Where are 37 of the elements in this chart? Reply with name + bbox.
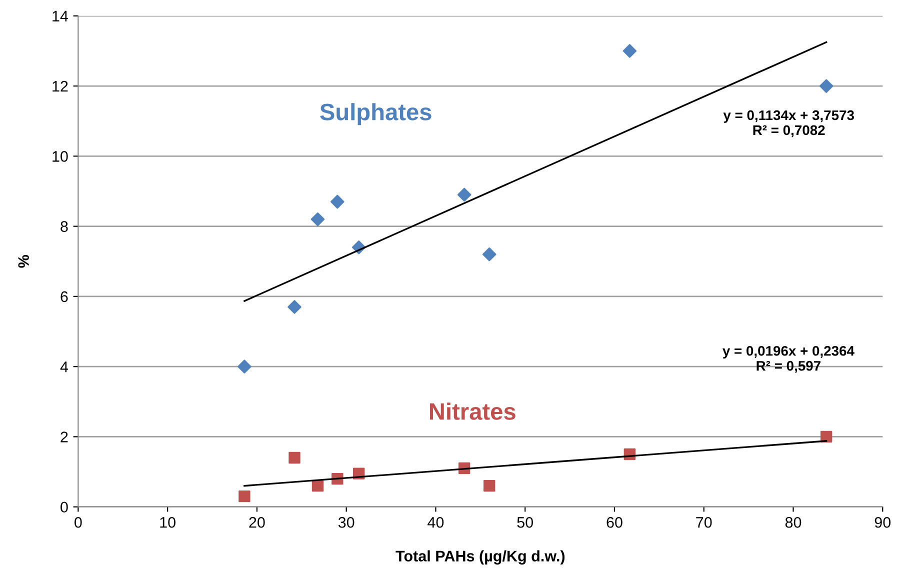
y-tick-label: 4 [60,362,68,372]
x-tick-label: 60 [606,516,622,528]
x-tick-label: 10 [160,516,176,528]
text: Nitrates [430,402,516,420]
y-tick-label: 6 [60,291,68,302]
point [238,490,250,502]
point [310,212,325,226]
x-tick-label: 20 [249,516,265,528]
x-tick-label: 90 [874,516,891,528]
y-tick-label: 0 [60,502,68,513]
point [288,300,302,314]
point [238,360,252,374]
x-tick-label: 30 [338,516,354,528]
x-tick-label: 0 [74,516,82,528]
x-axis-title: Total PAHs (µg/Kg d.w.) [396,550,565,565]
y-tick-label: 12 [52,80,68,92]
y-axis-title: % [18,254,29,268]
point [312,480,324,492]
point [330,194,344,209]
point [482,247,496,262]
y-tick-label: 2 [60,432,68,442]
point [484,480,496,492]
x-tick-label: 40 [428,516,444,528]
point [622,44,637,58]
y-tick-label: 8 [60,221,68,232]
text: Sulphates [320,103,432,126]
annotation: y = 0,0196x + 0,2364 R² = 0,597 [722,346,854,373]
point [457,188,472,202]
y-tick-label: 14 [52,10,68,22]
point [820,430,832,443]
annotation: y = 0,1134x + 3,7573 R² = 0,7082 [723,110,854,138]
y-tick-label: 10 [52,151,68,162]
x-tick-label: 70 [696,516,712,528]
x-tick-label: 80 [785,516,802,528]
point [288,452,300,464]
x-tick-label: 50 [517,516,533,528]
point [819,79,834,93]
